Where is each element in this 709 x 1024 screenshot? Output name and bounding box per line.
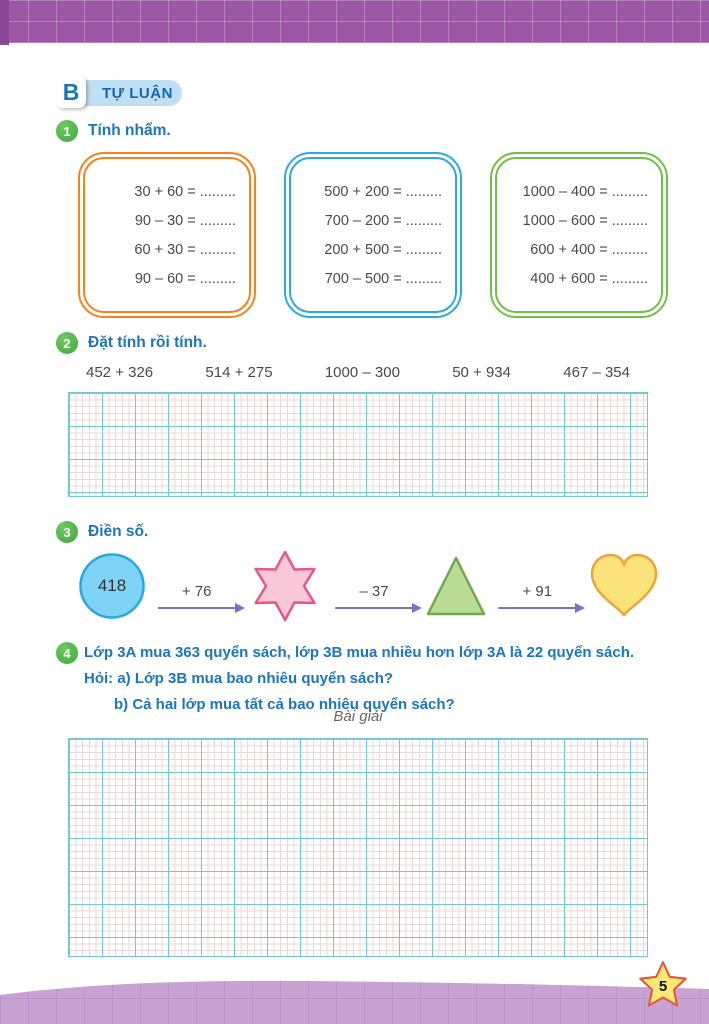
- heart-icon: [590, 553, 658, 617]
- word-problem-question-b: b) Cả hai lớp mua tất cả bao nhiêu quyển…: [114, 696, 455, 713]
- section-badge-letter: B: [62, 78, 80, 105]
- word-problem: 4 Lớp 3A mua 363 quyển sách, lớp 3B mua …: [56, 640, 666, 718]
- triangle-icon: [426, 556, 485, 616]
- footer-decorative-wave: [0, 980, 709, 1024]
- number-chain: 418 + 76 – 37 + 91: [78, 546, 660, 626]
- equation-blank: 1000 – 600 = .........: [522, 212, 648, 229]
- equation-blank: 30 + 60 = .........: [134, 183, 236, 200]
- exercise1-heading: 1 Tính nhẩm.: [56, 120, 171, 142]
- equation-blank: 600 + 400 = .........: [530, 241, 648, 258]
- column-method-problems: 452 + 326 514 + 275 1000 – 300 50 + 934 …: [68, 364, 648, 381]
- exercise2-number: 2: [63, 335, 71, 351]
- arrow-icon: [334, 603, 422, 613]
- start-circle: 418: [78, 552, 146, 620]
- top-bar-left-edge: [0, 0, 9, 45]
- start-value: 418: [97, 576, 127, 595]
- math-box-orange: 30 + 60 = ......... 90 – 30 = ......... …: [78, 152, 256, 318]
- exercise4-number: 4: [63, 645, 71, 661]
- answer-shape-triangle: [425, 554, 487, 618]
- page-number: 5: [658, 977, 668, 995]
- problem: 514 + 275: [205, 364, 273, 381]
- arrow-icon: [157, 603, 245, 613]
- equation-blank: 400 + 600 = .........: [530, 270, 648, 287]
- word-problem-line1: Lớp 3A mua 363 quyển sách, lớp 3B mua nh…: [84, 644, 635, 661]
- operation-arrow-2: – 37: [334, 582, 422, 613]
- answer-shape-heart: [588, 553, 660, 619]
- exercise1-title: Tính nhẩm.: [88, 122, 171, 139]
- math-box-green: 1000 – 400 = ......... 1000 – 600 = ....…: [490, 152, 668, 318]
- arrow-icon: [498, 603, 586, 613]
- equation-blank: 60 + 30 = .........: [134, 241, 236, 258]
- mental-math-boxes: 30 + 60 = ......... 90 – 30 = ......... …: [78, 152, 668, 318]
- problem: 1000 – 300: [324, 364, 400, 381]
- exercise3-number: 3: [63, 524, 71, 540]
- problem: 452 + 326: [86, 364, 154, 381]
- circle-shape-icon: [79, 553, 145, 619]
- exercise4-number-badge: 4: [56, 642, 78, 664]
- exercise1-number: 1: [63, 123, 71, 139]
- equation-blank: 700 – 200 = .........: [324, 212, 442, 229]
- equation-blank: 90 – 30 = .........: [134, 212, 236, 229]
- page-number-star: 5: [637, 958, 689, 1010]
- section-title-pill: TỰ LUẬN: [70, 80, 182, 106]
- operation-label: + 76: [181, 582, 212, 600]
- operation-label: – 37: [359, 582, 389, 600]
- exercise3-number-badge: 3: [56, 521, 78, 543]
- working-grid-exercise4: [68, 738, 648, 957]
- operation-arrow-3: + 91: [498, 582, 586, 613]
- section-title: TỰ LUẬN: [102, 84, 173, 102]
- exercise2-title: Đặt tính rồi tính.: [88, 334, 207, 351]
- equation-blank: 700 – 500 = .........: [324, 270, 442, 287]
- exercise2-number-badge: 2: [56, 332, 78, 354]
- exercise3-title: Điền số.: [88, 523, 149, 540]
- six-point-star-icon: [254, 550, 316, 622]
- top-decorative-bar: [0, 0, 709, 43]
- exercise3-heading: 3 Điền số.: [56, 521, 148, 543]
- working-grid-exercise2: [68, 392, 648, 497]
- solution-label: Bài giải: [333, 708, 383, 725]
- exercise1-number-badge: 1: [56, 120, 78, 142]
- equation-blank: 200 + 500 = .........: [324, 241, 442, 258]
- star-icon: [639, 961, 687, 1007]
- answer-shape-star: [247, 546, 323, 626]
- math-box-blue: 500 + 200 = ......... 700 – 200 = ......…: [284, 152, 462, 318]
- problem: 50 + 934: [452, 364, 511, 381]
- problem: 467 – 354: [563, 364, 630, 381]
- section-badge: B: [56, 76, 86, 108]
- exercise2-heading: 2 Đặt tính rồi tính.: [56, 332, 207, 354]
- equation-blank: 1000 – 400 = .........: [522, 183, 648, 200]
- equation-blank: 500 + 200 = .........: [324, 183, 442, 200]
- operation-label: + 91: [522, 582, 553, 600]
- equation-blank: 90 – 60 = .........: [134, 270, 236, 287]
- operation-arrow-1: + 76: [157, 582, 245, 613]
- word-problem-question-a: Hỏi: a) Lớp 3B mua bao nhiêu quyển sách?: [84, 670, 394, 687]
